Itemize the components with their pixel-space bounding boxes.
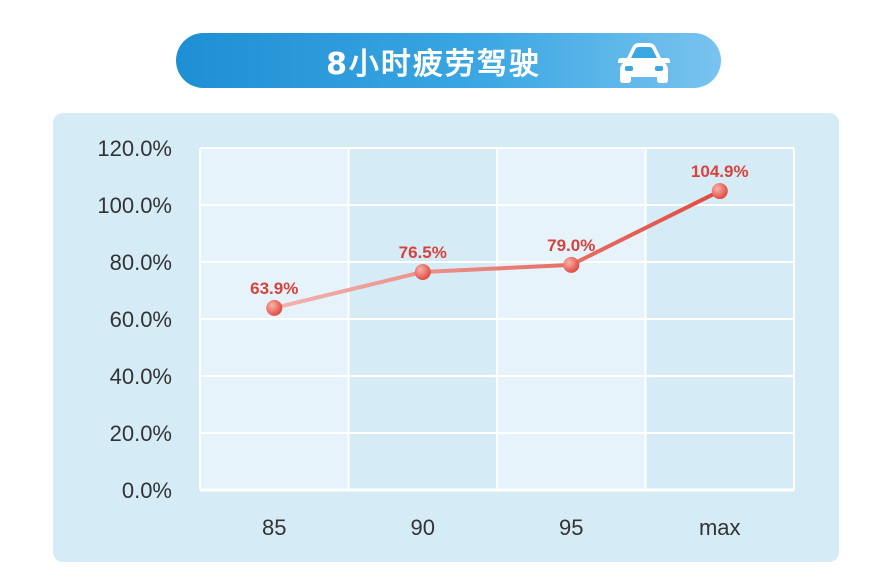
y-tick-label: 0.0%: [122, 478, 172, 503]
x-tick-label: max: [699, 515, 741, 540]
data-point: [266, 299, 283, 316]
y-tick-label: 40.0%: [110, 364, 172, 389]
y-tick-label: 120.0%: [97, 136, 172, 161]
data-labels: 63.9% 76.5% 79.0% 104.9%: [250, 162, 748, 298]
data-label: 79.0%: [547, 236, 595, 255]
y-tick-label: 20.0%: [110, 421, 172, 446]
y-tick-label: 60.0%: [110, 307, 172, 332]
data-label: 63.9%: [250, 279, 298, 298]
y-tick-label: 80.0%: [110, 250, 172, 275]
data-label: 104.9%: [691, 162, 749, 181]
data-point: [563, 256, 580, 273]
x-tick-label: 95: [559, 515, 583, 540]
x-tick-label: 90: [411, 515, 435, 540]
data-point: [711, 183, 728, 200]
car-icon: [618, 43, 670, 83]
series-group: [266, 183, 728, 316]
chart-title: 8小时疲劳驾驶: [326, 46, 541, 82]
series-line: [272, 189, 722, 310]
data-point: [414, 263, 431, 280]
x-axis-ticks: 85 90 95 max: [262, 515, 741, 540]
data-label: 76.5%: [399, 243, 447, 262]
y-tick-label: 100.0%: [97, 193, 172, 218]
y-axis-ticks: 0.0% 20.0% 40.0% 60.0% 80.0% 100.0% 120.0%: [97, 136, 172, 503]
x-tick-label: 85: [262, 515, 286, 540]
